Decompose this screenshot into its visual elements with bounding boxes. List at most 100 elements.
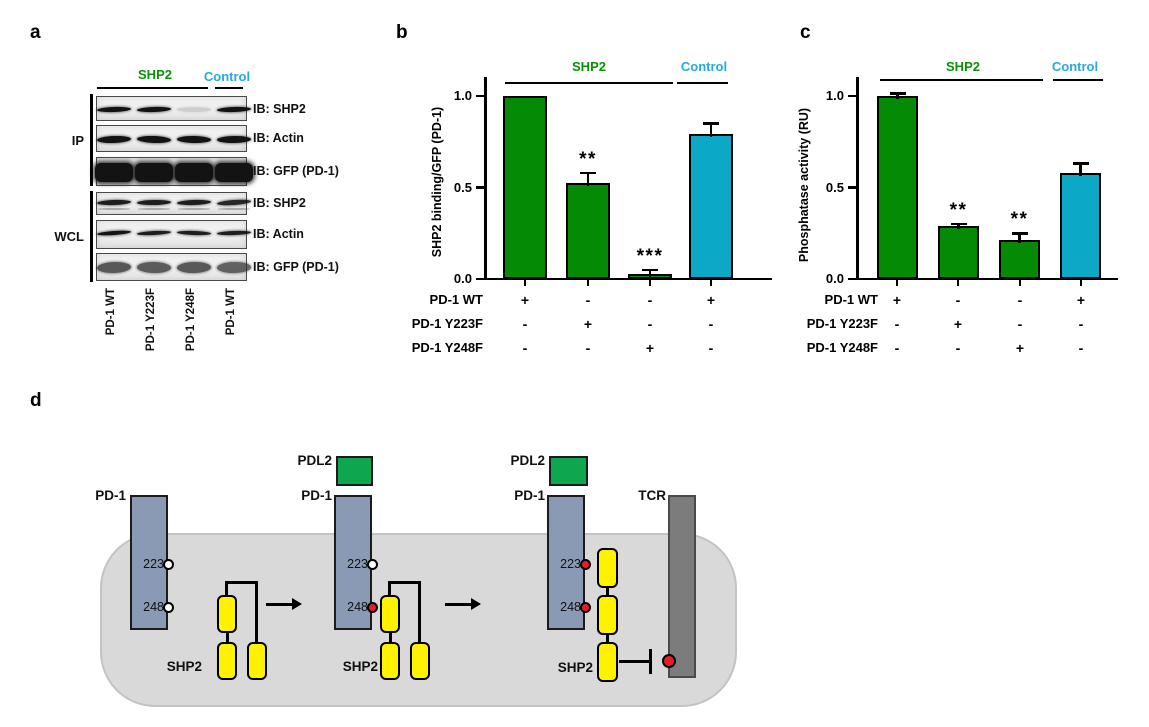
arrow-right-icon [266,603,293,606]
error-bar-cap [703,122,719,125]
error-bar-cap [642,268,658,272]
site-248-number: 248 [560,600,581,614]
condition-row-label: PD-1 Y248F [411,340,483,355]
antibody-label: IB: GFP (PD-1) [253,260,339,274]
arrowhead-icon [292,598,302,610]
condition-sign: + [892,292,902,308]
panel-b-letter: b [396,22,408,43]
blot-band [96,198,131,206]
blot-band-faint [217,208,250,210]
inhibition-tbar [649,649,652,674]
shp2-sh2-domain [217,642,237,680]
bar [877,96,918,279]
condition-row-label: PD-1 WT [824,292,878,307]
condition-sign: + [583,316,593,332]
condition-sign: - [1017,292,1023,308]
condition-sign: - [585,292,591,308]
blot-band [96,260,131,274]
shp2-label: SHP2 [166,659,202,674]
blot-band [216,198,251,206]
antibody-label: IB: SHP2 [253,102,306,116]
site-223-circle-phosphorylated [580,559,591,570]
y-tick [848,277,857,281]
group-label-control: Control [680,59,728,74]
y-axis [484,77,487,280]
significance-stars: ** [1010,209,1029,231]
condition-sign: + [645,340,655,356]
condition-sign: + [1015,340,1025,356]
group-underline-shp2 [505,82,673,84]
group-label-shp2-a: SHP2 [138,67,172,82]
condition-sign: + [520,292,530,308]
bar [1060,172,1101,279]
condition-sign: - [955,292,961,308]
blot-band [176,106,211,112]
shp2-ptp-domain [247,642,267,680]
lane-label: PD-1 Y223F [145,288,157,352]
y-tick [476,186,485,189]
error-bar-stem [896,93,899,99]
x-tick [895,280,899,286]
condition-sign: - [522,340,528,356]
blot-band-faint [177,208,210,210]
lane-label: PD-1 WT [105,288,117,336]
bar [503,96,547,279]
blot-band [176,198,211,206]
group-label-shp2: SHP2 [946,59,980,74]
blot-box-wcl-shp2 [96,192,251,215]
blot-band [214,162,253,182]
error-bar-stem [586,172,590,186]
y-tick-label: 1.0 [825,88,844,103]
pd1-label: PD-1 [514,488,545,503]
group-label-shp2: SHP2 [572,59,606,74]
blot-band [216,261,251,273]
blot-box-ip-gfp [94,157,253,186]
significance-stars: *** [636,245,664,267]
error-bar-cap [580,171,596,175]
error-bar-cap [950,222,967,226]
error-bar-stem [957,224,960,229]
site-223-circle-unphosphorylated [163,559,174,570]
y-tick [476,277,485,281]
inhibition-line [619,660,650,663]
pd1-label: PD-1 [301,488,332,503]
x-tick [1079,280,1083,286]
blot-band [136,199,171,205]
error-bar-stem [1079,163,1082,176]
shp2-linker [255,581,258,642]
blot-band [136,105,171,113]
antibody-label: IB: SHP2 [253,196,306,210]
y-tick [848,186,857,189]
tcr-receptor [668,495,696,678]
condition-sign: - [708,340,714,356]
bar [999,239,1040,279]
condition-sign: - [894,340,900,356]
shp2-sh2-domain [597,548,618,588]
group-underline-control [677,82,728,84]
blot-box-wcl-gfp [96,253,251,281]
y-tick-label: 0.0 [453,271,472,286]
y-tick-label: 0.0 [825,271,844,286]
error-bar-cap [1072,162,1089,165]
pdl2-label: PDL2 [297,453,332,468]
shp2-sh2-domain [380,642,400,680]
x-tick [1018,280,1022,286]
shp2-label: SHP2 [557,660,593,675]
shp2-ptp-domain [410,642,430,680]
y-tick [476,94,485,98]
bar [938,225,979,279]
blot-band [136,230,171,236]
site-223-number: 223 [560,557,581,571]
panel-c-letter: c [800,22,811,43]
condition-sign: - [894,316,900,332]
condition-sign: - [522,316,528,332]
blot-band [176,230,211,236]
antibody-label: IB: Actin [253,227,304,241]
blot-band [136,134,171,144]
wcl-bracket [90,191,93,282]
control-group-underline-a [215,87,243,89]
shp2-group-underline-a [97,87,208,89]
condition-row-label: PD-1 WT [429,292,483,307]
antibody-label: IB: GFP (PD-1) [253,164,339,178]
condition-row-label: PD-1 Y248F [806,340,878,355]
